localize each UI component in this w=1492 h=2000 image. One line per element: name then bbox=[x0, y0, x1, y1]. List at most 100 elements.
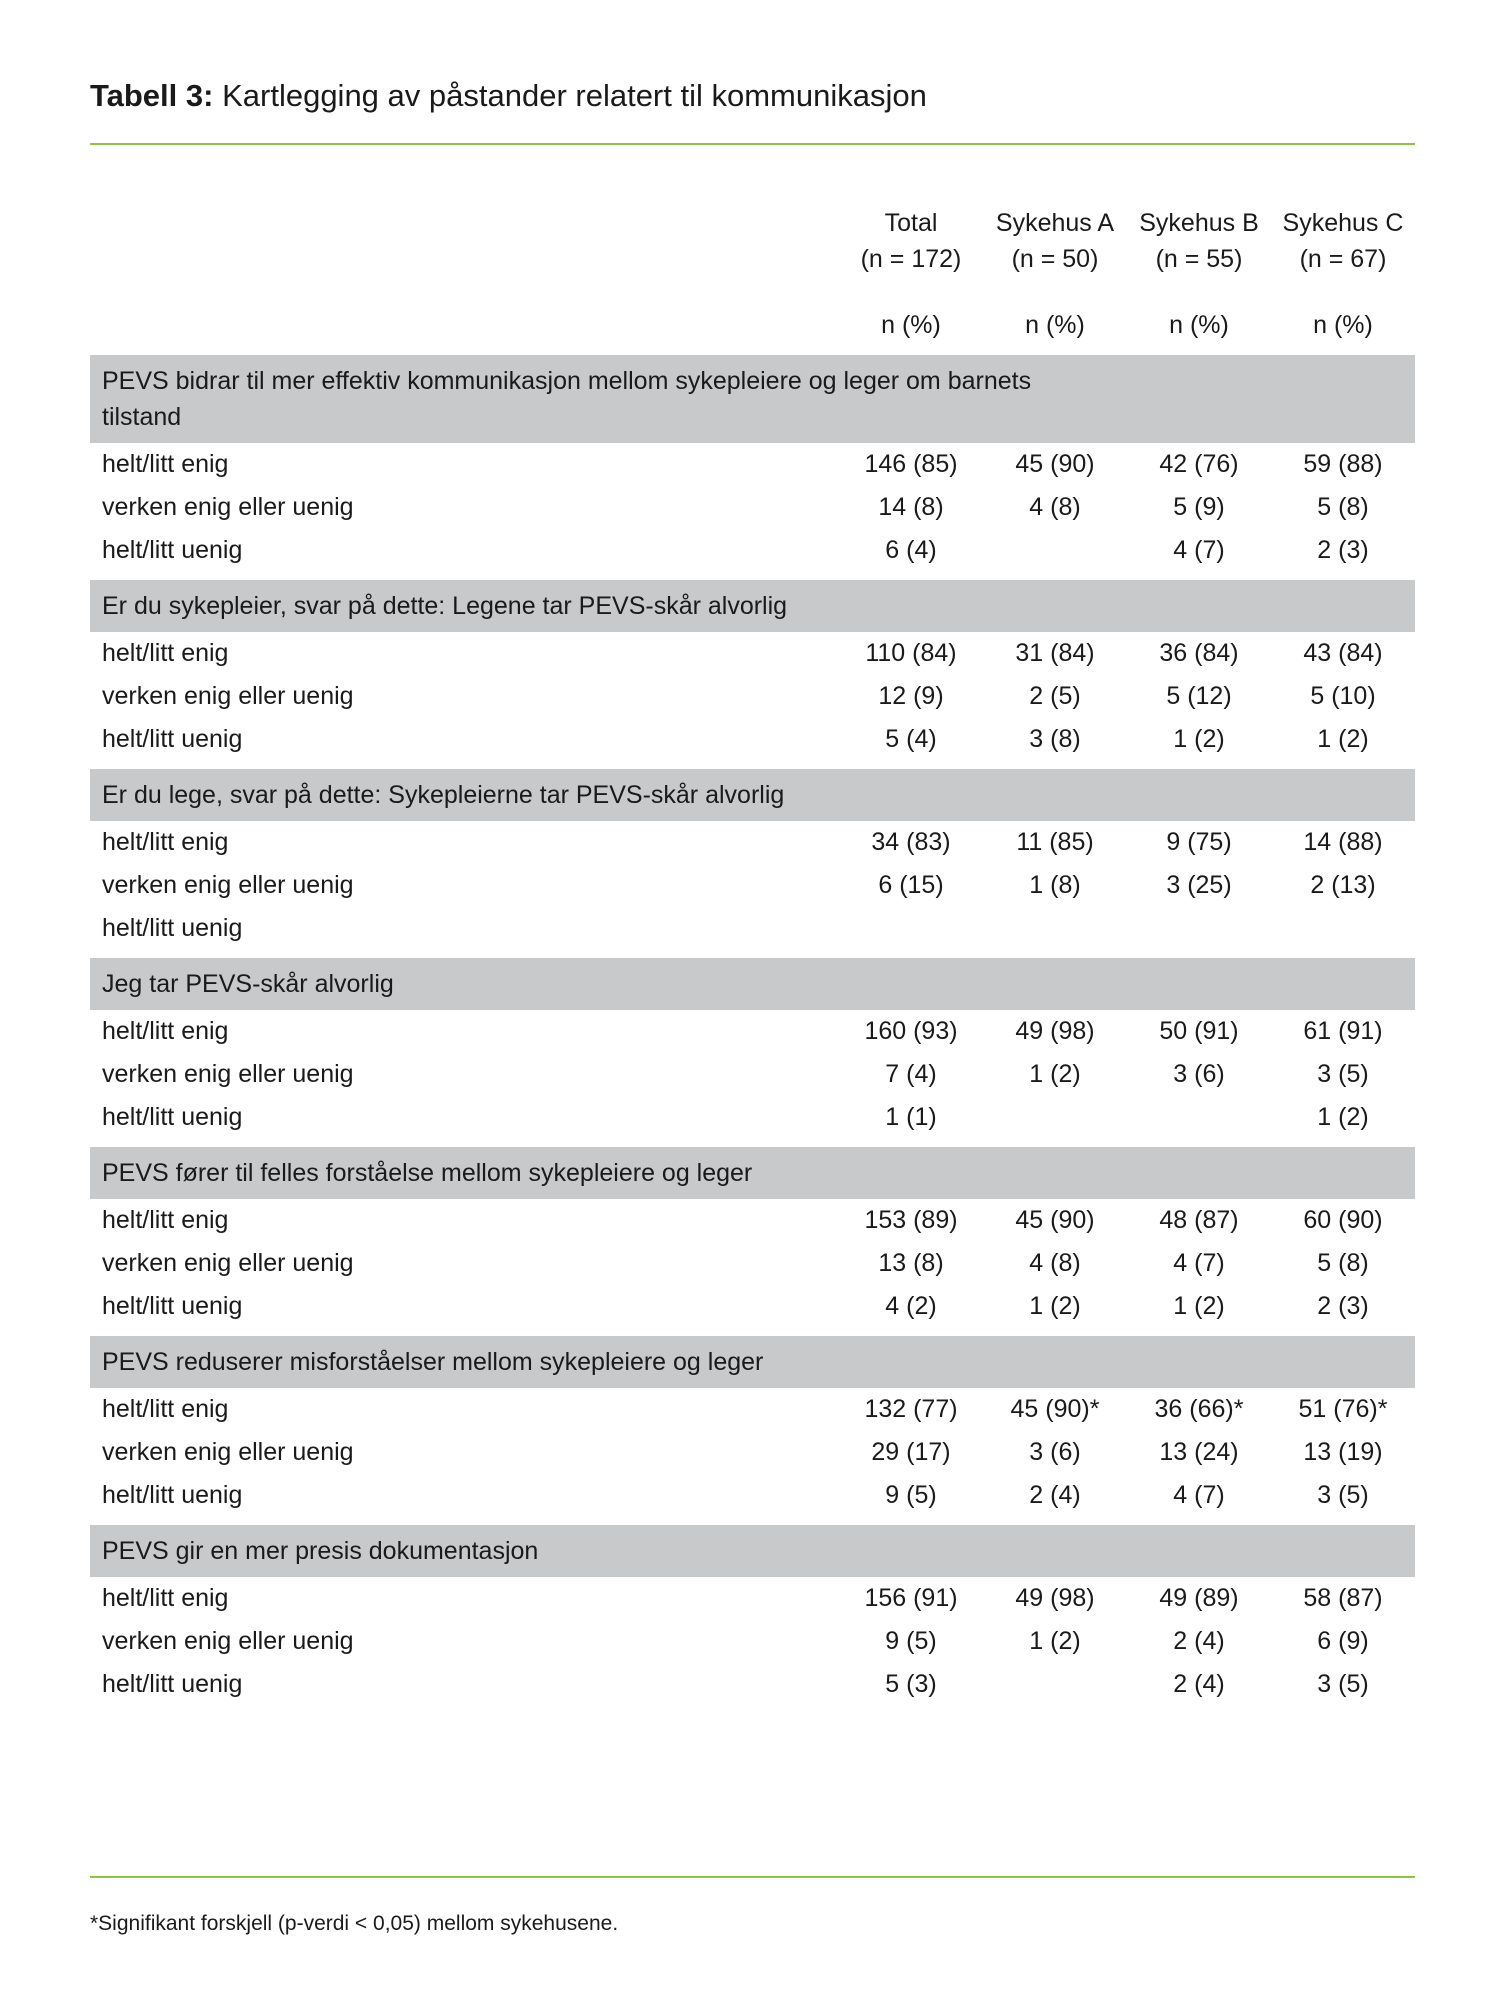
cell: 5 (12) bbox=[1166, 682, 1232, 710]
cell: 36 (84) bbox=[1159, 639, 1239, 667]
statement: PEVS bidrar til mer effektiv kommunikasj… bbox=[90, 355, 1415, 443]
statement: Jeg tar PEVS-skår alvorlig bbox=[90, 958, 1415, 1010]
column-n: (n = 67) bbox=[1299, 245, 1387, 273]
data-row: helt/litt enig 34 (83) 11 (85) 9 (75) 14 (88… bbox=[90, 821, 1415, 864]
row-label: helt/litt enig bbox=[102, 1017, 229, 1045]
title-text: Kartlegging av påstander relatert til ko… bbox=[222, 78, 927, 113]
cell: 3 (5) bbox=[1317, 1060, 1369, 1088]
column-header: Sykehus A (n = 50) bbox=[983, 205, 1127, 277]
cell: 29 (17) bbox=[871, 1438, 951, 1466]
cell: 4 (8) bbox=[1029, 493, 1081, 521]
row-label: helt/litt enig bbox=[102, 828, 229, 856]
row-label: verken enig eller uenig bbox=[102, 871, 354, 899]
data-row: verken enig eller uenig 7 (4) 1 (2) 3 (6) 3 … bbox=[90, 1053, 1415, 1096]
cell: 2 (3) bbox=[1317, 1292, 1369, 1320]
top-rule bbox=[90, 143, 1415, 145]
cell: 1 (2) bbox=[1317, 1103, 1369, 1131]
cell: 1 (2) bbox=[1029, 1627, 1081, 1655]
data-row: verken enig eller uenig 12 (9) 2 (5) 5 (12)… bbox=[90, 675, 1415, 718]
cell: 2 (3) bbox=[1317, 536, 1369, 564]
cell: 160 (93) bbox=[864, 1017, 958, 1045]
data-row: verken enig eller uenig 6 (15) 1 (8) 3 (25)… bbox=[90, 864, 1415, 907]
data-row: helt/litt enig 146 (85) 45 (90) 42 (76) 59 (… bbox=[90, 443, 1415, 486]
data-row: verken enig eller uenig 13 (8) 4 (8) 4 (7) 5… bbox=[90, 1242, 1415, 1285]
cell: 5 (9) bbox=[1173, 493, 1225, 521]
cell: 5 (8) bbox=[1317, 493, 1369, 521]
column-header: Sykehus C (n = 67) bbox=[1271, 205, 1415, 277]
cell: 110 (84) bbox=[865, 639, 957, 667]
cell: 2 (4) bbox=[1173, 1627, 1225, 1655]
row-label: verken enig eller uenig bbox=[102, 1249, 354, 1277]
cell: 51 (76)* bbox=[1298, 1395, 1388, 1423]
cell: 12 (9) bbox=[878, 682, 944, 710]
cell bbox=[983, 1663, 1127, 1714]
section-row: PEVS reduserer misforståelser mellom syk… bbox=[90, 1336, 1415, 1388]
data-row: helt/litt enig 132 (77) 45 (90)* 36 (66)* 51… bbox=[90, 1388, 1415, 1431]
cell: 3 (6) bbox=[1173, 1060, 1225, 1088]
cell: 153 (89) bbox=[864, 1206, 958, 1234]
column-unit: n (%) bbox=[1025, 311, 1085, 339]
cell: 2 (4) bbox=[1173, 1670, 1225, 1698]
row-label: verken enig eller uenig bbox=[102, 1627, 354, 1655]
column-n: (n = 172) bbox=[860, 245, 962, 273]
row-label: helt/litt uenig bbox=[102, 1481, 243, 1509]
cell bbox=[983, 1096, 1127, 1147]
cell: 1 (2) bbox=[1173, 1292, 1225, 1320]
row-label: helt/litt uenig bbox=[102, 1103, 243, 1131]
data-row: helt/litt uenig 1 (1) 1 (2) bbox=[90, 1096, 1415, 1147]
footnote: *Signifikant forskjell (p-verdi < 0,05) … bbox=[90, 1912, 619, 1935]
cell: 4 (7) bbox=[1173, 1249, 1225, 1277]
cell: 6 (9) bbox=[1317, 1627, 1369, 1655]
cell bbox=[839, 907, 983, 958]
cell: 9 (5) bbox=[885, 1481, 937, 1509]
cell: 43 (84) bbox=[1303, 639, 1383, 667]
row-label: helt/litt enig bbox=[102, 639, 229, 667]
cell: 4 (2) bbox=[885, 1292, 937, 1320]
data-row: helt/litt enig 160 (93) 49 (98) 50 (91) 61 (… bbox=[90, 1010, 1415, 1053]
column-unit: n (%) bbox=[881, 311, 941, 339]
data-row: helt/litt uenig 5 (3) 2 (4) 3 (5) bbox=[90, 1663, 1415, 1714]
data-row: helt/litt enig 156 (91) 49 (98) 49 (89) 58 (… bbox=[90, 1577, 1415, 1620]
cell: 3 (6) bbox=[1029, 1438, 1081, 1466]
data-row: helt/litt uenig bbox=[90, 907, 1415, 958]
column-unit: n (%) bbox=[1169, 311, 1229, 339]
cell: 50 (91) bbox=[1159, 1017, 1239, 1045]
data-row: helt/litt uenig 6 (4) 4 (7) 2 (3) bbox=[90, 529, 1415, 580]
cell: 45 (90)* bbox=[1010, 1395, 1100, 1423]
header-blank bbox=[90, 205, 839, 277]
row-label: verken enig eller uenig bbox=[102, 1438, 354, 1466]
data-row: helt/litt uenig 9 (5) 2 (4) 4 (7) 3 (5) bbox=[90, 1474, 1415, 1525]
section-row: Er du sykepleier, svar på dette: Legene … bbox=[90, 580, 1415, 632]
cell: 6 (4) bbox=[885, 536, 937, 564]
cell: 5 (4) bbox=[885, 725, 937, 753]
data-row: verken enig eller uenig 9 (5) 1 (2) 2 (4) 6 … bbox=[90, 1620, 1415, 1663]
cell: 11 (85) bbox=[1016, 828, 1094, 856]
cell bbox=[1127, 907, 1271, 958]
bottom-rule bbox=[90, 1876, 1415, 1878]
cell: 13 (8) bbox=[878, 1249, 944, 1277]
cell: 2 (13) bbox=[1310, 871, 1376, 899]
column-header: Total (n = 172) bbox=[839, 205, 983, 277]
cell: 1 (2) bbox=[1029, 1060, 1081, 1088]
cell: 13 (24) bbox=[1159, 1438, 1239, 1466]
cell: 42 (76) bbox=[1159, 450, 1239, 478]
cell: 45 (90) bbox=[1015, 1206, 1095, 1234]
row-label: helt/litt uenig bbox=[102, 914, 243, 942]
cell: 5 (3) bbox=[885, 1670, 937, 1698]
cell: 60 (90) bbox=[1303, 1206, 1383, 1234]
cell: 45 (90) bbox=[1015, 450, 1095, 478]
data-row: helt/litt uenig 4 (2) 1 (2) 1 (2) 2 (3) bbox=[90, 1285, 1415, 1336]
row-label: verken enig eller uenig bbox=[102, 1060, 354, 1088]
table: Total (n = 172) Sykehus A (n = 50) Sykehus B… bbox=[90, 205, 1415, 1714]
cell: 31 (84) bbox=[1015, 639, 1095, 667]
cell: 14 (8) bbox=[878, 493, 944, 521]
cell: 3 (5) bbox=[1317, 1481, 1369, 1509]
cell: 59 (88) bbox=[1303, 450, 1383, 478]
cell: 156 (91) bbox=[864, 1584, 958, 1612]
column-name: Sykehus A bbox=[995, 209, 1115, 237]
statement: PEVS reduserer misforståelser mellom syk… bbox=[90, 1336, 1415, 1388]
unit-row: n (%) n (%) n (%) n (%) bbox=[90, 277, 1415, 355]
statement: Er du lege, svar på dette: Sykepleierne … bbox=[90, 769, 1415, 821]
cell: 5 (8) bbox=[1317, 1249, 1369, 1277]
cell: 6 (15) bbox=[878, 871, 944, 899]
